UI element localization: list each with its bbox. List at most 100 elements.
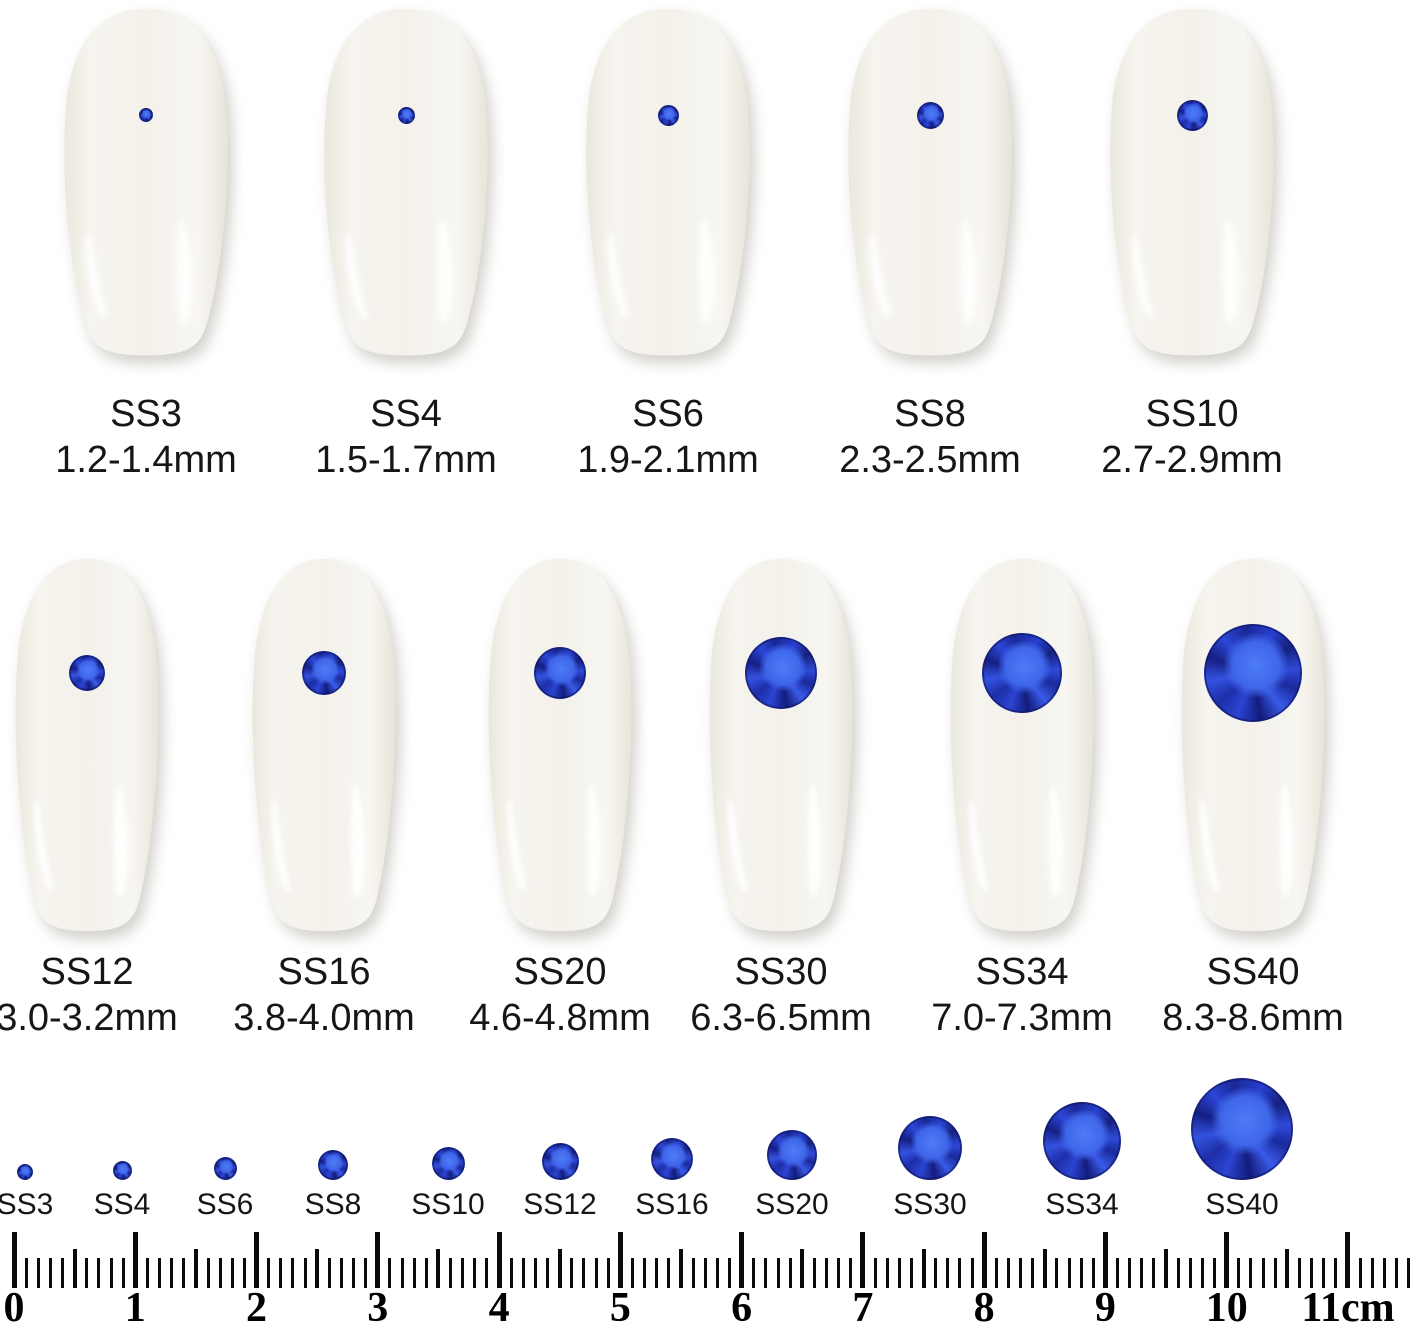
rhinestone-gem <box>1176 100 1208 131</box>
strip-size-label: SS40 <box>1205 1188 1279 1221</box>
strip-size-label: SS16 <box>635 1188 709 1221</box>
rhinestone-gem <box>916 102 944 129</box>
size-range-label: 1.9-2.1mm <box>577 439 759 482</box>
nail-tip-photo <box>64 8 228 356</box>
nail-tip <box>477 555 643 937</box>
rhinestone-gem <box>898 1116 962 1180</box>
size-label: SS30 6.3-6.5mm <box>690 949 872 1042</box>
nail-body <box>252 558 396 932</box>
rhinestone-gem <box>139 108 153 122</box>
strip-size-label: SS12 <box>523 1188 597 1221</box>
rhinestone-gem <box>397 107 415 124</box>
nail-highlight-right <box>698 218 715 324</box>
strip-size-label: SS34 <box>1045 1188 1119 1221</box>
size-range-label: 3.8-4.0mm <box>233 997 415 1040</box>
nail-tip-photo <box>950 558 1094 932</box>
rhinestone-gem <box>213 1157 237 1180</box>
nail-highlight-right <box>586 783 602 898</box>
nail-tip <box>573 5 763 361</box>
size-range-label: 8.3-8.6mm <box>1162 997 1344 1040</box>
nail-highlight-left <box>869 232 892 319</box>
strip-size-label: SS20 <box>755 1188 829 1221</box>
nail-tip <box>1097 5 1287 361</box>
nail-highlight-right <box>1048 783 1064 898</box>
nail-swatch: SS6 1.9-2.1mm <box>558 5 778 484</box>
nail-body <box>324 8 488 356</box>
size-range-label: 6.3-6.5mm <box>690 997 872 1040</box>
nail-tip <box>835 5 1025 361</box>
nail-body <box>586 8 750 356</box>
nail-swatch: SS8 2.3-2.5mm <box>820 5 1040 484</box>
rhinestone-gem <box>1204 624 1302 722</box>
nail-tip-photo <box>252 558 396 932</box>
size-label: SS20 4.6-4.8mm <box>469 949 651 1042</box>
size-label: SS6 1.9-2.1mm <box>577 391 759 484</box>
nail-highlight-left <box>1131 232 1154 319</box>
nail-highlight-left <box>34 799 54 892</box>
nail-swatch: SS12 3.0-3.2mm <box>0 555 197 1042</box>
strip-size-label: SS8 <box>304 1188 362 1221</box>
nail-body <box>488 558 632 932</box>
nail-highlight-left <box>345 232 368 319</box>
nail-body <box>1181 558 1325 932</box>
nail-tip-photo <box>488 558 632 932</box>
size-label: SS3 1.2-1.4mm <box>55 391 237 484</box>
nail-highlight-left <box>85 232 108 319</box>
nail-swatch: SS34 7.0-7.3mm <box>912 555 1132 1042</box>
nail-tip-photo <box>324 8 488 356</box>
nail-highlight-left <box>607 232 630 319</box>
rhinestone-gem <box>982 633 1062 713</box>
nail-body <box>709 558 853 932</box>
strip-size-label: SS6 <box>196 1188 254 1221</box>
nail-highlight-left <box>507 799 527 892</box>
rhinestone-gem <box>69 655 105 691</box>
size-code-label: SS10 <box>1145 393 1239 435</box>
nail-swatch: SS40 8.3-8.6mm <box>1143 555 1363 1042</box>
rhinestone-gem <box>651 1138 693 1180</box>
nail-highlight-left <box>1200 799 1220 892</box>
size-label: SS4 1.5-1.7mm <box>315 391 497 484</box>
nail-tip <box>241 555 407 937</box>
size-range-label: 7.0-7.3mm <box>931 997 1113 1040</box>
nail-swatch: SS30 6.3-6.5mm <box>671 555 891 1042</box>
nail-highlight-right <box>350 783 366 898</box>
nail-tip <box>311 5 501 361</box>
nail-highlight-right <box>176 218 193 324</box>
size-label: SS8 2.3-2.5mm <box>839 391 1021 484</box>
size-code-label: SS6 <box>632 393 704 435</box>
rhinestone-gem <box>534 647 586 699</box>
nail-highlight-right <box>1222 218 1239 324</box>
strip-size-label: SS10 <box>411 1188 485 1221</box>
strip-size-label: SS4 <box>93 1188 151 1221</box>
nail-highlight-right <box>113 783 129 898</box>
nail-tip-photo <box>848 8 1012 356</box>
nail-swatch: SS10 2.7-2.9mm <box>1082 5 1302 484</box>
size-code-label: SS34 <box>975 951 1069 993</box>
size-code-label: SS12 <box>40 951 134 993</box>
size-range-label: 1.5-1.7mm <box>315 439 497 482</box>
size-code-label: SS30 <box>734 951 828 993</box>
size-range-label: 1.2-1.4mm <box>55 439 237 482</box>
size-code-label: SS16 <box>277 951 371 993</box>
size-label: SS40 8.3-8.6mm <box>1162 949 1344 1042</box>
nail-swatch: SS3 1.2-1.4mm <box>36 5 256 484</box>
size-range-label: 4.6-4.8mm <box>469 997 651 1040</box>
nail-highlight-left <box>271 799 291 892</box>
size-label: SS10 2.7-2.9mm <box>1101 391 1283 484</box>
size-code-label: SS3 <box>110 393 182 435</box>
rhinestone-gem <box>745 637 817 709</box>
rhinestone-gem <box>302 651 346 695</box>
nail-highlight-left <box>728 799 748 892</box>
rhinestone-gem <box>318 1150 348 1180</box>
nail-tip <box>4 555 170 937</box>
nail-tip <box>939 555 1105 937</box>
nail-highlight-right <box>1279 783 1295 898</box>
nail-highlight-right <box>960 218 977 324</box>
rhinestone-gem <box>1043 1102 1121 1180</box>
nail-body <box>1110 8 1274 356</box>
nail-tip-photo <box>1110 8 1274 356</box>
size-range-label: 3.0-3.2mm <box>0 997 178 1040</box>
size-label: SS12 3.0-3.2mm <box>0 949 178 1042</box>
nail-highlight-right <box>436 218 453 324</box>
